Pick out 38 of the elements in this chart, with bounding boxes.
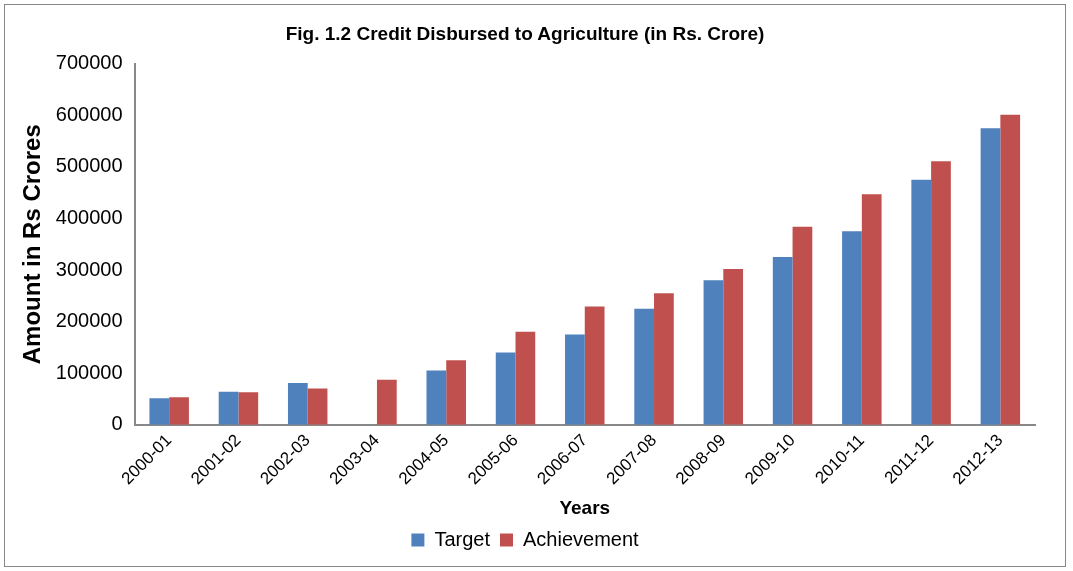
bar bbox=[515, 331, 536, 425]
bar bbox=[287, 382, 308, 425]
bar bbox=[565, 334, 585, 425]
bar bbox=[426, 370, 447, 425]
y-tick-label: 300000 bbox=[55, 257, 123, 280]
y-axis-title: Amount in Rs Crores bbox=[18, 124, 46, 365]
y-tick-label: 600000 bbox=[55, 102, 123, 125]
bar bbox=[772, 257, 793, 425]
bar bbox=[1000, 114, 1021, 425]
legend-label: Achievement bbox=[522, 527, 640, 550]
legend-label: Target bbox=[434, 527, 491, 550]
y-tick-label: 0 bbox=[111, 412, 123, 435]
bar bbox=[584, 306, 605, 425]
bar bbox=[792, 226, 813, 425]
y-tick-label: 700000 bbox=[55, 51, 123, 74]
y-tick-label: 100000 bbox=[55, 360, 123, 383]
y-tick-label: 400000 bbox=[55, 205, 123, 228]
bar bbox=[931, 161, 951, 425]
bar bbox=[842, 231, 862, 425]
chart-title: Fig. 1.2 Credit Disbursed to Agriculture (in Rs. Crore) bbox=[285, 22, 765, 44]
x-axis-title: Years bbox=[559, 496, 611, 518]
y-tick-label: 200000 bbox=[55, 309, 123, 332]
bar bbox=[861, 194, 882, 425]
bar bbox=[307, 388, 328, 425]
bar bbox=[634, 308, 655, 425]
bar bbox=[149, 398, 170, 425]
bar bbox=[703, 280, 724, 425]
y-tick-label: 500000 bbox=[55, 154, 123, 177]
bar bbox=[911, 179, 932, 425]
bar bbox=[723, 268, 744, 425]
bar bbox=[376, 379, 397, 425]
bar bbox=[980, 128, 1001, 425]
bar bbox=[218, 391, 239, 425]
bar bbox=[446, 360, 466, 425]
bar bbox=[169, 397, 189, 425]
bar bbox=[238, 392, 259, 425]
bar bbox=[495, 352, 516, 425]
bar bbox=[654, 293, 674, 425]
